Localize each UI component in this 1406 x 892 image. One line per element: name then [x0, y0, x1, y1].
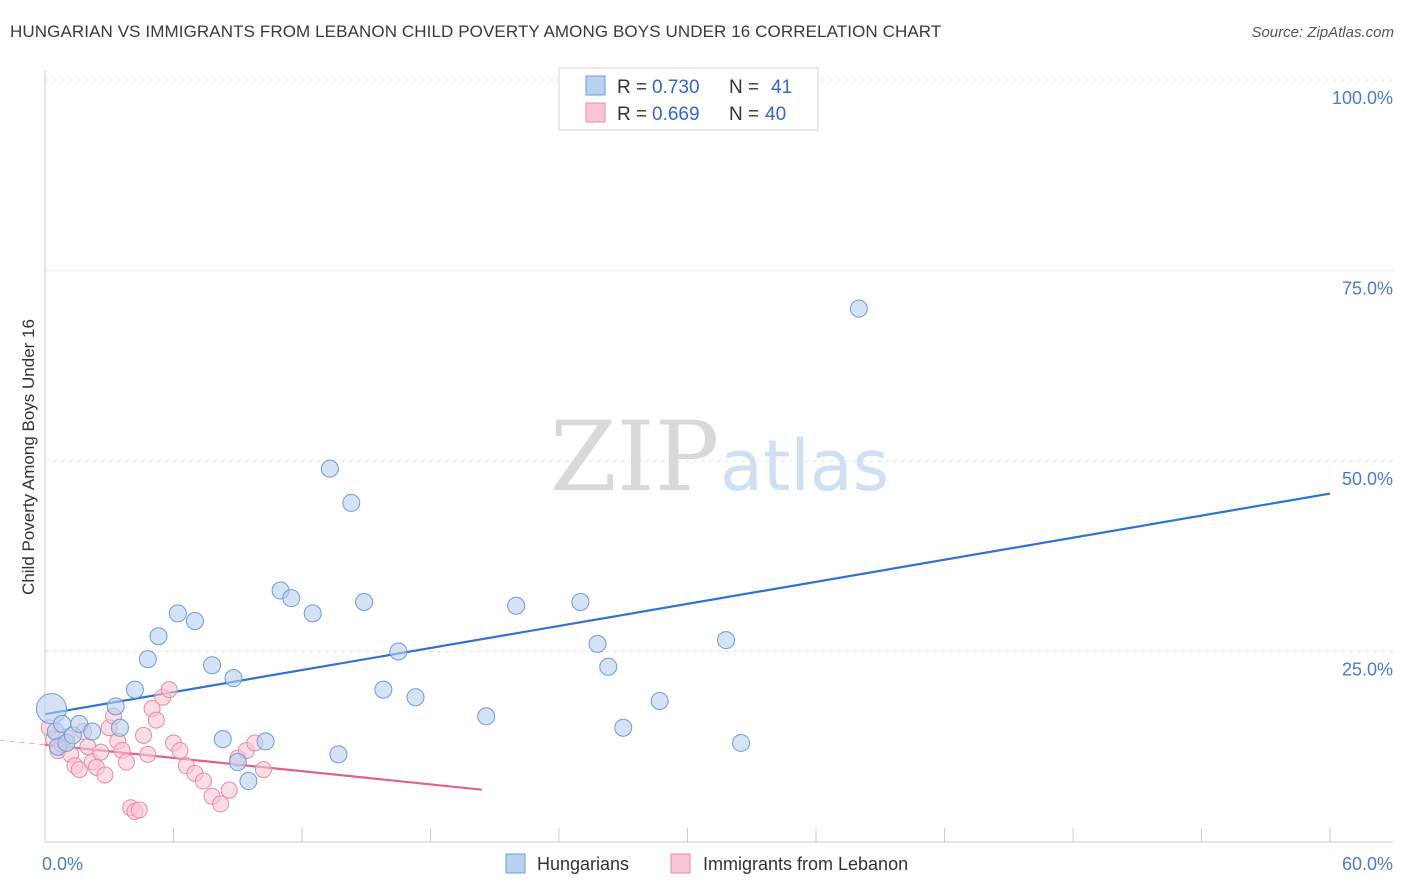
bottom-legend: Hungarians Immigrants from Lebanon: [505, 853, 908, 874]
hungarian-point-12: [149, 627, 168, 646]
trend-line-lebanon-extension: [0, 739, 482, 791]
hungarian-points: [35, 299, 868, 791]
hungarian-point-36: [614, 718, 633, 737]
y-tick-labels: 25.0% 50.0% 75.0% 100.0%: [1332, 88, 1393, 680]
hungarian-point-20: [256, 732, 275, 751]
lebanon-point-25: [147, 711, 165, 729]
hungarian-point-32: [507, 596, 526, 615]
legend-swatch-lebanon: [585, 102, 606, 123]
lebanon-point-34: [212, 795, 230, 813]
lebanon-point-39: [254, 761, 272, 779]
hungarian-point-14: [185, 612, 204, 631]
hungarian-point-8: [106, 697, 125, 716]
source-label: Source: ZipAtlas.com: [1251, 24, 1394, 41]
lebanon-points: [40, 681, 272, 821]
bottom-legend-swatch-hungarians: [505, 853, 526, 874]
y-tick-label-2: 75.0%: [1342, 279, 1393, 299]
watermark: ZIP atlas: [550, 401, 889, 513]
hungarian-point-29: [389, 642, 408, 661]
x-ticks: [44, 828, 1331, 842]
lebanon-point-32: [194, 772, 212, 790]
hungarian-point-18: [228, 752, 247, 771]
hungarian-point-19: [239, 772, 258, 791]
hungarian-point-9: [110, 718, 129, 737]
bottom-legend-label-hungarians: Hungarians: [537, 854, 629, 874]
lebanon-point-29: [171, 742, 189, 760]
chart-title: HUNGARIAN VS IMMIGRANTS FROM LEBANON CHI…: [10, 22, 942, 41]
lebanon-point-22: [135, 726, 153, 744]
y-axis-label: Child Poverty Among Boys Under 16: [19, 319, 38, 595]
lebanon-point-23: [139, 745, 157, 763]
legend-r-value-hungarians: 0.730: [652, 77, 700, 98]
lebanon-point-7: [70, 761, 88, 779]
hungarian-point-34: [588, 634, 607, 653]
watermark-atlas: atlas: [720, 425, 889, 507]
lebanon-point-18: [117, 753, 135, 771]
x-tick-label-min: 0.0%: [42, 854, 83, 874]
hungarian-point-27: [355, 592, 374, 611]
hungarian-point-23: [303, 604, 322, 623]
hungarian-point-38: [717, 631, 736, 650]
bottom-legend-swatch-lebanon: [670, 853, 691, 874]
legend-swatch-hungarians: [585, 75, 606, 96]
hungarian-point-28: [374, 680, 393, 699]
legend-n-label-lebanon: N =: [729, 104, 759, 125]
lebanon-point-27: [160, 681, 178, 699]
lebanon-point-21: [130, 801, 148, 819]
hungarian-point-39: [732, 733, 751, 752]
hungarian-point-31: [477, 707, 496, 726]
hungarian-point-35: [599, 657, 618, 676]
hungarian-point-30: [406, 688, 425, 707]
hungarian-point-25: [329, 745, 348, 764]
hungarian-point-17: [224, 669, 243, 688]
hungarian-point-16: [213, 730, 232, 749]
lebanon-point-12: [92, 743, 110, 761]
hungarian-point-33: [571, 592, 590, 611]
hungarian-point-7: [83, 722, 102, 741]
y-tick-label-3: 100.0%: [1332, 88, 1393, 108]
y-tick-label-1: 50.0%: [1342, 469, 1393, 489]
hungarian-point-10: [125, 680, 144, 699]
trend-line-hungarians: [44, 492, 1331, 716]
bottom-legend-label-lebanon: Immigrants from Lebanon: [703, 854, 908, 874]
legend-n-value-hungarians: 41: [771, 77, 792, 98]
hungarian-point-26: [342, 493, 361, 512]
hungarian-point-24: [320, 459, 339, 478]
legend-n-label-hungarians: N =: [729, 77, 759, 98]
lebanon-point-13: [96, 766, 114, 784]
x-tick-label-max: 60.0%: [1342, 854, 1393, 874]
legend-r-label-hungarians: R =: [617, 77, 647, 98]
hungarian-point-11: [138, 650, 157, 669]
hungarian-point-37: [650, 692, 669, 711]
top-legend: R = 0.730 N = 41 R = 0.669 N = 40: [558, 67, 819, 131]
legend-n-value-lebanon: 40: [765, 104, 786, 125]
lebanon-point-35: [220, 781, 238, 799]
legend-r-value-lebanon: 0.669: [652, 104, 700, 125]
hungarian-point-22: [282, 589, 301, 608]
hungarian-point-15: [203, 656, 222, 675]
grid-lines: [45, 79, 1393, 652]
hungarian-point-13: [168, 604, 187, 623]
y-tick-label-0: 25.0%: [1342, 660, 1393, 680]
hungarian-point-40: [849, 299, 868, 318]
watermark-zip: ZIP: [550, 401, 719, 513]
legend-r-label-lebanon: R =: [617, 104, 647, 125]
